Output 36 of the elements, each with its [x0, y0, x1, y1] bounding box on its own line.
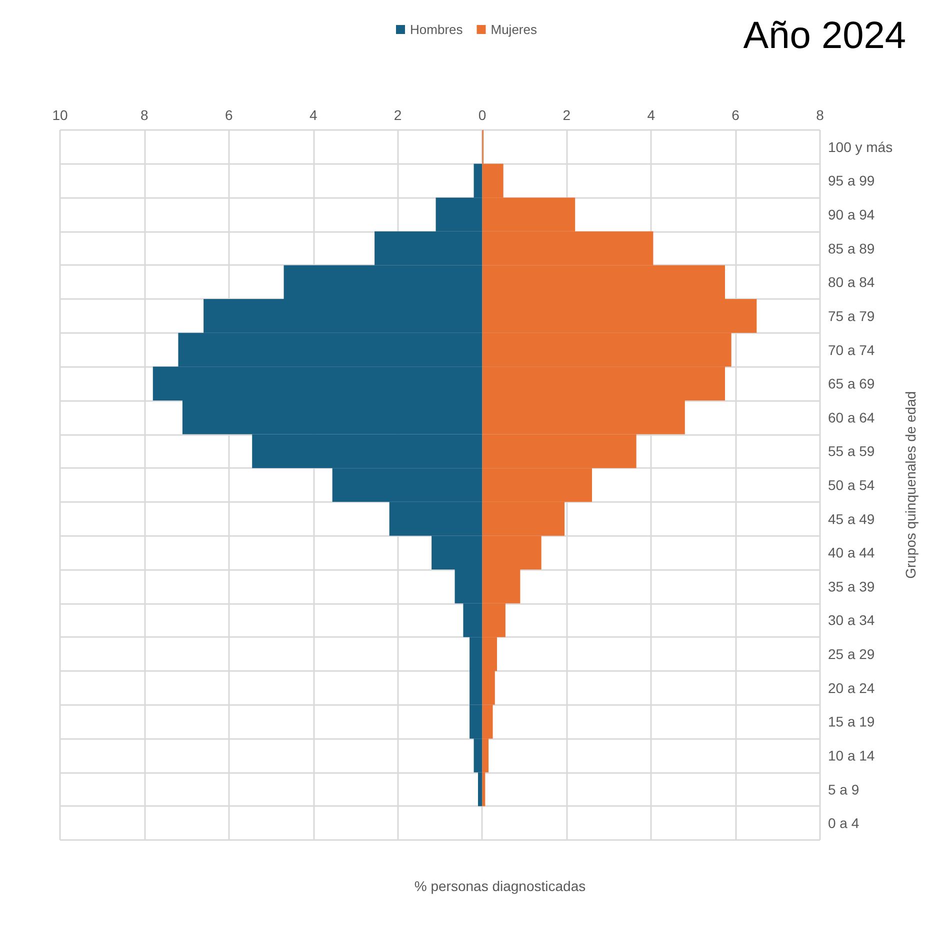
y-tick-label: 35 a 39 [828, 578, 875, 594]
y-tick-label: 20 a 24 [828, 680, 875, 696]
y-tick-label: 95 a 99 [828, 172, 875, 189]
legend-label: Mujeres [490, 22, 538, 37]
y-tick-label: 100 y más [828, 138, 893, 155]
y-tick-label: 0 a 4 [828, 815, 860, 832]
chart-title: Año 2024 [743, 15, 906, 57]
x-tick-label: 6 [224, 107, 233, 123]
x-tick-label: 8 [140, 107, 149, 123]
y-tick-label: 45 a 49 [828, 510, 875, 527]
y-tick-label: 10 a 14 [828, 747, 875, 764]
y-tick-label: 15 a 19 [828, 714, 875, 730]
y-tick-label: 75 a 79 [828, 308, 875, 324]
y-tick-label: 55 a 59 [828, 443, 875, 460]
y-tick-label: 90 a 94 [828, 206, 875, 223]
x-tick-label: 4 [309, 107, 318, 123]
y-tick-label: 30 a 34 [828, 612, 875, 628]
y-tick-label: 40 a 44 [828, 544, 875, 561]
x-axis-title: % personas diagnosticadas [414, 878, 586, 894]
y-axis-title: Grupos quinquenales de edad [902, 391, 918, 579]
x-tick-label: 10 [52, 107, 68, 123]
y-tick-label: 50 a 54 [828, 477, 875, 493]
y-tick-label: 70 a 74 [828, 342, 875, 358]
y-tick-label: 65 a 69 [828, 376, 875, 392]
x-tick-label: 6 [732, 107, 740, 123]
x-tick-label: 4 [647, 107, 656, 123]
y-tick-label: 60 a 64 [828, 409, 875, 426]
x-tick-label: 2 [394, 107, 402, 123]
y-tick-label: 5 a 9 [828, 781, 860, 798]
x-tick-label: 0 [478, 107, 486, 123]
y-tick-label: 85 a 89 [828, 240, 875, 256]
x-tick-label: 8 [816, 107, 824, 123]
x-tick-label: 2 [562, 107, 571, 123]
y-tick-label: 25 a 29 [828, 646, 875, 662]
legend-label: Hombres [410, 22, 464, 37]
y-tick-label: 80 a 84 [828, 274, 875, 290]
